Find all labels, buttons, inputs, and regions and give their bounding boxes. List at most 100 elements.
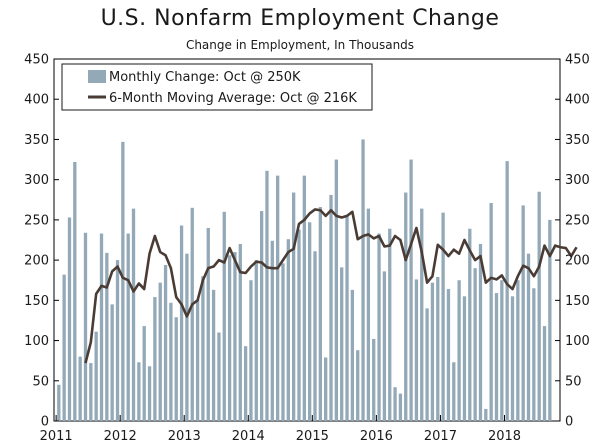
axis-ticks: 0 0 50 50 100 100 150 150 200 200 250 250 300 300 350 3… — [24, 53, 590, 445]
y-tick-label-left: 200 — [24, 254, 49, 269]
bar — [243, 346, 248, 421]
y-tick-label-right: 50 — [565, 374, 582, 389]
y-tick-label-right: 300 — [565, 173, 590, 188]
bar — [516, 280, 520, 421]
bar — [345, 215, 349, 421]
x-tick-label: 2015 — [296, 429, 329, 444]
bar — [393, 387, 397, 421]
bar — [521, 205, 525, 421]
legend-label-moving-average: 6-Month Moving Average: Oct @ 216K — [109, 91, 357, 106]
y-tick-label-right: 100 — [565, 334, 590, 349]
bar — [281, 263, 285, 421]
bar — [308, 222, 312, 421]
bar-series — [57, 139, 552, 422]
bar — [425, 308, 429, 421]
y-tick-label-right: 250 — [565, 213, 590, 228]
bar — [537, 191, 541, 421]
bar — [542, 326, 547, 421]
y-tick-label-right: 150 — [565, 294, 590, 309]
bar — [89, 363, 93, 421]
bar — [436, 277, 440, 421]
x-tick-label: 2011 — [40, 429, 73, 444]
bar — [67, 217, 72, 421]
bar — [110, 304, 114, 421]
legend-box — [61, 63, 373, 111]
bar — [222, 211, 226, 421]
x-tick-label: 2013 — [168, 429, 201, 444]
bar — [131, 208, 136, 421]
bar — [478, 244, 483, 421]
bar — [489, 203, 493, 421]
bar — [73, 161, 77, 421]
bar — [500, 280, 504, 421]
bar — [366, 208, 371, 421]
bar — [510, 296, 515, 421]
bar — [302, 175, 306, 421]
bar — [313, 251, 317, 421]
moving-average-series — [84, 208, 578, 364]
bar — [329, 194, 333, 421]
bar — [388, 228, 392, 421]
y-tick-label-right: 450 — [565, 53, 590, 68]
y-tick-label-left: 450 — [24, 53, 49, 68]
y-tick-label-right: 350 — [565, 133, 590, 148]
bar — [484, 408, 488, 421]
y-tick-label-left: 50 — [32, 374, 49, 389]
bar — [361, 139, 365, 421]
y-tick-label-right: 400 — [565, 93, 590, 108]
bar — [430, 282, 435, 421]
bar — [62, 274, 66, 421]
bar — [217, 332, 221, 421]
bar — [452, 362, 456, 421]
x-tick-label: 2012 — [104, 429, 137, 444]
bar — [238, 244, 242, 421]
bar — [462, 296, 467, 421]
bar — [270, 240, 274, 421]
bar — [121, 141, 125, 422]
bar — [153, 297, 157, 421]
bar — [532, 288, 536, 421]
bar — [190, 207, 194, 421]
bar — [275, 175, 280, 421]
y-tick-label-left: 0 — [41, 415, 49, 430]
x-tick-label: 2016 — [360, 429, 393, 444]
bar — [505, 161, 509, 421]
bar — [83, 232, 88, 421]
bar — [169, 302, 173, 421]
x-tick-label: 2017 — [424, 429, 457, 444]
bar — [211, 289, 216, 421]
y-tick-label-left: 150 — [24, 294, 49, 309]
bar — [494, 293, 499, 421]
bar — [404, 192, 408, 421]
bar — [414, 279, 419, 421]
bar — [163, 264, 168, 421]
legend: Monthly Change: Oct @ 250K 6-Month Movin… — [61, 63, 373, 111]
bar — [115, 260, 120, 421]
bar — [382, 271, 387, 421]
bar — [174, 317, 178, 421]
chart-subtitle: Change in Employment, In Thousands — [185, 38, 415, 52]
bar — [526, 253, 531, 421]
bar — [548, 219, 552, 421]
bar — [254, 260, 258, 421]
bar — [350, 289, 355, 421]
y-tick-label-left: 300 — [24, 173, 49, 188]
bar — [249, 280, 253, 421]
bar — [195, 299, 200, 421]
y-tick-label-left: 400 — [24, 93, 49, 108]
bar — [286, 239, 290, 421]
bar — [147, 366, 152, 421]
chart-title: U.S. Nonfarm Employment Change — [100, 6, 500, 31]
bar — [57, 384, 61, 421]
bar — [377, 233, 381, 421]
plot-frame — [53, 58, 561, 422]
bar — [126, 233, 130, 421]
bar — [233, 252, 237, 421]
bar — [201, 276, 205, 421]
bar — [468, 228, 472, 421]
bar — [265, 170, 269, 421]
bar — [420, 208, 424, 421]
bar — [356, 350, 360, 421]
legend-label-monthly-change: Monthly Change: Oct @ 250K — [109, 70, 301, 85]
